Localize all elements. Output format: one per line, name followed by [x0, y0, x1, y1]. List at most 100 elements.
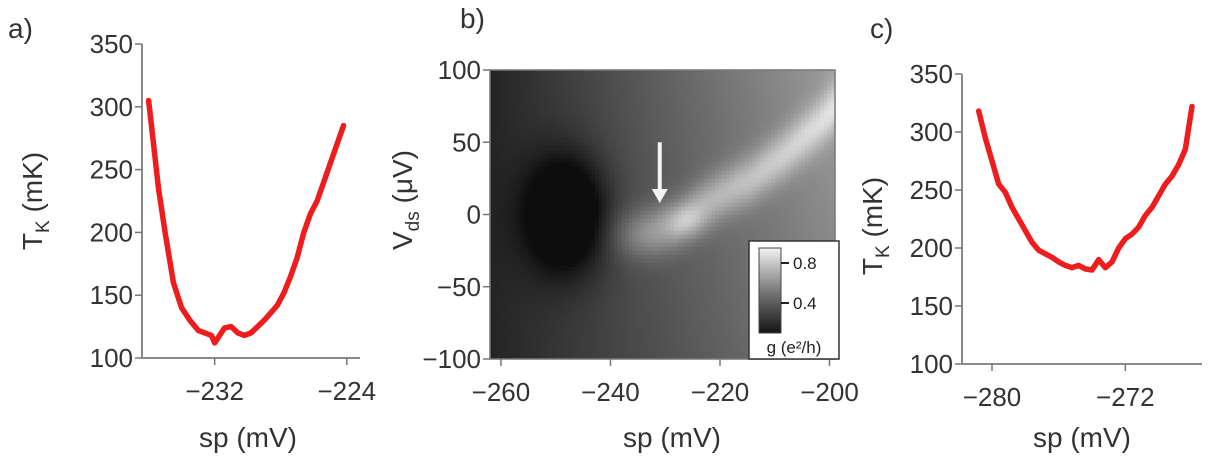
heatmap-cell	[595, 82, 600, 87]
heatmap-cell	[490, 230, 495, 236]
heatmap-cell	[542, 218, 547, 224]
heatmap-cell	[636, 118, 641, 123]
heatmap-cell	[756, 74, 761, 79]
heatmap-cell	[670, 162, 675, 167]
heatmap-cell	[801, 142, 806, 147]
heatmap-cell	[703, 122, 709, 127]
heatmap-cell	[595, 110, 600, 115]
heatmap-cell	[523, 154, 529, 159]
heatmap-cell	[730, 90, 735, 95]
heatmap-cell	[681, 210, 686, 216]
heatmap-cell	[703, 250, 709, 256]
heatmap-cell	[730, 238, 735, 244]
heatmap-cell	[493, 198, 499, 204]
heatmap-cell	[760, 226, 765, 232]
heatmap-cell	[602, 122, 607, 127]
heatmap-cell	[730, 210, 735, 216]
heatmap-cell	[602, 158, 607, 163]
heatmap-cell	[636, 182, 641, 187]
heatmap-cell	[587, 274, 592, 280]
heatmap-cell	[580, 222, 585, 228]
heatmap-cell	[632, 246, 637, 252]
heatmap-cell	[572, 246, 577, 252]
heatmap-cell	[535, 214, 540, 220]
heatmap-cell	[827, 194, 832, 200]
heatmap-cell	[647, 234, 652, 240]
heatmap-cell	[696, 126, 701, 131]
heatmap-cell	[617, 246, 622, 252]
heatmap-cell	[621, 82, 626, 87]
heatmap-cell	[737, 142, 742, 147]
heatmap-cell	[561, 146, 566, 151]
heatmap-cell	[546, 94, 551, 99]
heatmap-cell	[647, 170, 652, 175]
heatmap-cell	[580, 234, 585, 240]
heatmap-cell	[805, 206, 810, 212]
heatmap-cell	[715, 254, 720, 260]
heatmap-cell	[508, 82, 514, 87]
panel-a-x-tick-label: −224	[317, 376, 376, 406]
heatmap-cell	[490, 222, 495, 228]
heatmap-cell	[677, 258, 682, 264]
heatmap-cell	[767, 162, 772, 167]
heatmap-cell	[752, 98, 757, 103]
heatmap-cell	[542, 254, 547, 260]
heatmap-cell	[670, 278, 675, 284]
heatmap-cell	[715, 70, 720, 75]
heatmap-cell	[812, 102, 817, 107]
heatmap-cell	[576, 202, 581, 208]
heatmap-cell	[782, 74, 787, 79]
heatmap-cell	[598, 262, 604, 268]
heatmap-cell	[505, 218, 510, 224]
heatmap-cell	[523, 98, 529, 103]
heatmap-cell	[617, 190, 622, 196]
heatmap-cell	[598, 258, 604, 264]
heatmap-cell	[523, 114, 529, 119]
heatmap-cell	[512, 94, 517, 99]
heatmap-cell	[501, 226, 506, 232]
heatmap-cell	[550, 138, 555, 143]
heatmap-cell	[561, 278, 566, 284]
heatmap-cell	[808, 102, 814, 107]
heatmap-cell	[565, 242, 570, 248]
heatmap-cell	[666, 230, 671, 236]
heatmap-cell	[662, 174, 667, 179]
heatmap-cell	[827, 158, 832, 163]
heatmap-cell	[820, 158, 825, 163]
heatmap-cell	[658, 202, 664, 208]
heatmap-cell	[700, 254, 705, 260]
heatmap-cell	[726, 134, 731, 139]
heatmap-cell	[733, 110, 739, 115]
heatmap-cell	[726, 74, 731, 79]
heatmap-cell	[546, 278, 551, 284]
heatmap-cell	[505, 250, 510, 256]
heatmap-cell	[493, 222, 499, 228]
heatmap-cell	[767, 138, 772, 143]
heatmap-cell	[726, 266, 731, 272]
heatmap-cell	[823, 230, 829, 236]
heatmap-cell	[527, 158, 532, 163]
heatmap-cell	[666, 94, 671, 99]
heatmap-cell	[621, 258, 626, 264]
heatmap-cell	[767, 166, 772, 171]
heatmap-cell	[763, 86, 769, 91]
heatmap-cell	[793, 118, 799, 123]
heatmap-cell	[512, 270, 517, 276]
heatmap-cell	[598, 198, 604, 204]
heatmap-cell	[538, 162, 544, 167]
heatmap-cell	[568, 250, 574, 256]
heatmap-cell	[516, 250, 521, 256]
heatmap-cell	[490, 138, 495, 143]
heatmap-cell	[583, 130, 589, 135]
heatmap-cell	[505, 174, 510, 179]
heatmap-cell	[587, 266, 592, 272]
heatmap-cell	[643, 274, 649, 280]
heatmap-cell	[673, 126, 679, 131]
heatmap-cell	[625, 74, 630, 79]
heatmap-cell	[745, 282, 750, 288]
heatmap-cell	[606, 266, 611, 272]
heatmap-cell	[501, 102, 506, 107]
heatmap-cell	[737, 86, 742, 91]
heatmap-cell	[613, 130, 619, 135]
heatmap-cell	[733, 246, 739, 252]
